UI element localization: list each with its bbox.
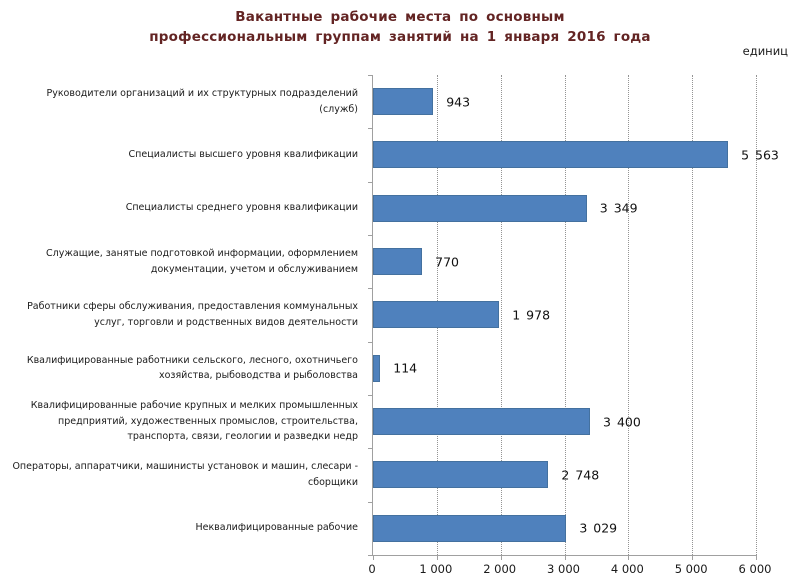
- category-label-2: Специалисты среднего уровня квалификации: [125, 202, 358, 214]
- y-axis-tick-9: [368, 555, 373, 556]
- bar-value-label-1: 5 563: [741, 147, 779, 163]
- category-label-5: Квалифицированные работники сельского, л…: [26, 354, 358, 382]
- chart-title: Вакантные рабочие места по основным проф…: [0, 7, 800, 47]
- x-axis-tick-6000: [756, 555, 757, 560]
- units-label: единиц: [742, 44, 788, 58]
- gridline-2000: [500, 75, 502, 555]
- bar-row: 3 400: [373, 395, 756, 448]
- bar-value-label-2: 3 349: [599, 200, 638, 216]
- y-axis-tick-8: [368, 501, 373, 503]
- x-axis-labels: 0 1 000 2 000 3 000 4 000 5 000 6 000: [368, 562, 771, 578]
- x-axis-label-6000: 6 000: [738, 562, 772, 576]
- bar-value-label-4: 1 978: [512, 307, 551, 323]
- bar-value-label-5: 114: [393, 360, 418, 376]
- category-label-7: Операторы, аппаратчики, машинисты устано…: [12, 461, 358, 488]
- x-axis-label-5000: 5 000: [674, 562, 708, 576]
- y-axis-tick-1: [368, 128, 373, 130]
- bar-value-label-3: 770: [435, 254, 459, 270]
- y-axis-tick-4: [368, 288, 373, 290]
- x-axis-tick-1000: [436, 555, 438, 560]
- bar-3: [373, 248, 423, 276]
- bar-1: [373, 141, 729, 169]
- category-label-6: Квалифицированные рабочие крупных и мелк…: [30, 400, 358, 443]
- bar-row: 3 029: [373, 502, 756, 555]
- category-label-8: Неквалифицированные рабочие: [195, 522, 358, 534]
- bar-row: 1 978: [373, 288, 756, 341]
- bar-0: [373, 88, 434, 116]
- chart-title-line1: Вакантные рабочие места по основным: [235, 9, 565, 25]
- bar-row: 3 349: [373, 182, 756, 235]
- x-axis-label-2000: 2 000: [483, 562, 517, 576]
- x-axis-label-1000: 1 000: [419, 562, 453, 576]
- bar-value-label-0: 943: [446, 94, 471, 110]
- bar-row: 2 748: [373, 448, 756, 501]
- bar-value-label-6: 3 400: [603, 414, 641, 430]
- x-axis-tick-4000: [628, 555, 630, 560]
- bar-row: 770: [373, 235, 756, 288]
- plot-area: 943 5 563 3 349 770 1 978 114 3 400 2 748 3 029: [368, 75, 779, 560]
- category-label-1: Специалисты высшего уровня квалификации: [128, 149, 358, 161]
- x-axis-tick-2000: [500, 555, 502, 560]
- bar-value-label-7: 2 748: [561, 467, 600, 483]
- category-label-0: Руководители организаций и их структурны…: [46, 87, 358, 115]
- y-axis-tick-0: [368, 75, 373, 76]
- category-label-3: Служащие, занятые подготовкой информации…: [46, 247, 358, 275]
- bar-value-label-8: 3 029: [579, 520, 618, 536]
- bar-row: 5 563: [373, 128, 779, 181]
- bar-4: [373, 301, 500, 329]
- category-labels: Руководители организаций и их структурны…: [8, 75, 365, 555]
- x-axis-label-3000: 3 000: [547, 562, 580, 576]
- x-axis-tick-0: [373, 555, 374, 560]
- x-axis-tick-3000: [564, 555, 566, 560]
- bar-2: [373, 194, 587, 222]
- bar-row: 943: [373, 75, 756, 128]
- bar-7: [373, 461, 549, 489]
- y-axis-tick-3: [368, 234, 373, 236]
- gridline-4000: [628, 75, 630, 555]
- bar-6: [373, 408, 591, 436]
- gridline-5000: [692, 75, 694, 555]
- x-axis-label-4000: 4 000: [610, 562, 644, 576]
- bar-5: [373, 354, 381, 382]
- x-axis-tick-5000: [692, 555, 694, 560]
- gridline-6000: [756, 75, 757, 555]
- bar-8: [373, 514, 567, 542]
- y-axis-tick-6: [368, 394, 373, 396]
- gridline-3000: [564, 75, 566, 555]
- chart-title-line2: профессиональным группам занятий на 1 ян…: [149, 29, 651, 45]
- y-axis-tick-7: [368, 448, 373, 450]
- category-label-4: Работники сферы обслуживания, предоставл…: [27, 301, 358, 328]
- x-axis-label-0: 0: [368, 562, 376, 576]
- bar-row: 114: [373, 342, 756, 395]
- y-axis-tick-2: [368, 181, 373, 183]
- y-axis-tick-5: [368, 341, 373, 343]
